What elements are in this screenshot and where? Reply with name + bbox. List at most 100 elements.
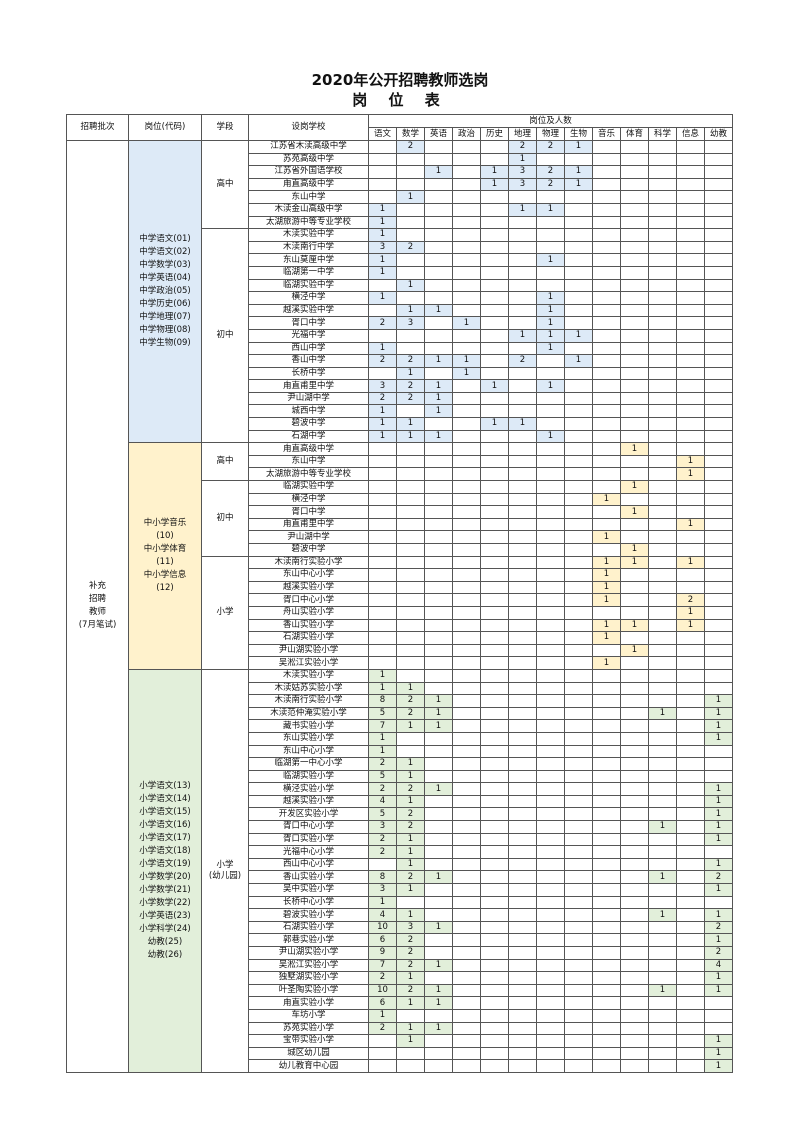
count-cell <box>704 543 733 557</box>
count-cell: 1 <box>620 643 649 658</box>
count-cell <box>592 782 621 796</box>
count-cell <box>480 857 509 872</box>
count-cell <box>564 240 593 255</box>
count-cell <box>536 442 565 456</box>
count-cell <box>592 706 621 721</box>
count-cell: 2 <box>704 946 733 960</box>
count-cell <box>564 517 593 532</box>
post-group-label: 中学语文(01) 中学语文(02) 中学数学(03) 中学英语(04) 中学政治… <box>128 139 202 444</box>
count-cell <box>508 971 537 985</box>
count-cell <box>564 580 593 595</box>
count-cell <box>480 442 509 456</box>
count-cell <box>480 933 509 947</box>
count-cell <box>676 228 705 242</box>
count-cell: 1 <box>368 215 397 230</box>
count-cell <box>480 341 509 356</box>
subject-header: 科学 <box>648 127 677 141</box>
count-cell <box>452 240 481 255</box>
count-cell <box>620 719 649 733</box>
count-cell <box>592 417 621 431</box>
count-cell: 1 <box>648 820 677 834</box>
count-cell <box>648 215 677 230</box>
count-cell: 1 <box>396 429 425 444</box>
count-cell <box>424 278 453 293</box>
count-cell: 2 <box>368 845 397 859</box>
count-cell <box>648 757 677 771</box>
count-cell <box>704 555 733 570</box>
count-cell <box>620 253 649 267</box>
table-row: 东山实验小学 1 1 <box>67 731 733 746</box>
count-cell <box>676 391 705 406</box>
count-cell: 1 <box>396 832 425 847</box>
count-cell <box>704 140 733 154</box>
count-cell <box>536 983 565 998</box>
school-name: 碧波中学 <box>248 543 369 557</box>
count-cell <box>648 442 677 456</box>
count-cell: 1 <box>368 202 397 217</box>
count-cell: 1 <box>592 656 621 670</box>
count-cell <box>620 694 649 708</box>
count-cell <box>480 643 509 658</box>
table-row: 临湖第一中学 1 <box>67 265 733 280</box>
count-cell <box>508 480 537 494</box>
count-cell <box>424 328 453 343</box>
count-cell <box>536 706 565 721</box>
school-name: 石湖实验小学 <box>248 920 369 935</box>
count-cell <box>704 656 733 670</box>
count-cell <box>620 908 649 922</box>
count-cell <box>480 618 509 633</box>
count-cell <box>424 731 453 746</box>
count-cell <box>704 417 733 431</box>
count-cell <box>396 467 425 482</box>
count-cell <box>508 946 537 960</box>
count-cell: 1 <box>676 605 705 620</box>
count-cell <box>368 278 397 293</box>
count-cell <box>396 177 425 192</box>
count-cell <box>480 807 509 822</box>
batch-label: 补充 招聘 教师 (7月笔试) <box>66 140 129 1073</box>
count-cell <box>592 215 621 230</box>
count-cell: 1 <box>592 492 621 507</box>
count-cell <box>592 202 621 217</box>
count-cell <box>564 681 593 696</box>
count-cell <box>592 190 621 204</box>
table-row: 胥口实验小学 2 1 1 <box>67 832 733 847</box>
count-cell <box>424 152 453 167</box>
count-cell <box>424 631 453 645</box>
count-cell <box>452 568 481 582</box>
stage-label: 初中 <box>201 480 249 557</box>
count-cell <box>592 883 621 897</box>
count-cell: 1 <box>704 832 733 847</box>
count-cell: 9 <box>368 946 397 960</box>
school-name: 木渎南行实验小学 <box>248 694 369 708</box>
count-cell: 2 <box>536 140 565 154</box>
count-cell <box>480 492 509 507</box>
count-cell <box>620 467 649 482</box>
count-cell: 1 <box>396 366 425 381</box>
subject-header: 信息 <box>676 127 705 141</box>
count-cell <box>620 605 649 620</box>
school-name: 舟山实验小学 <box>248 605 369 620</box>
count-cell: 2 <box>396 807 425 822</box>
count-cell <box>704 328 733 343</box>
count-cell: 1 <box>704 857 733 872</box>
count-cell <box>704 744 733 759</box>
count-cell <box>424 291 453 305</box>
count-cell: 1 <box>704 706 733 721</box>
count-cell: 1 <box>704 1059 733 1073</box>
count-cell: 2 <box>396 820 425 834</box>
count-cell <box>648 593 677 607</box>
count-cell <box>676 379 705 393</box>
count-cell: 1 <box>396 719 425 733</box>
count-cell <box>396 580 425 595</box>
count-cell <box>648 794 677 809</box>
count-cell <box>620 744 649 759</box>
count-cell <box>480 568 509 582</box>
table-row: 香山实验小学 1 1 1 <box>67 618 733 633</box>
count-cell <box>620 417 649 431</box>
count-cell <box>396 152 425 167</box>
count-cell <box>368 1059 397 1073</box>
count-cell <box>648 845 677 859</box>
count-cell <box>508 933 537 947</box>
count-cell <box>676 820 705 834</box>
